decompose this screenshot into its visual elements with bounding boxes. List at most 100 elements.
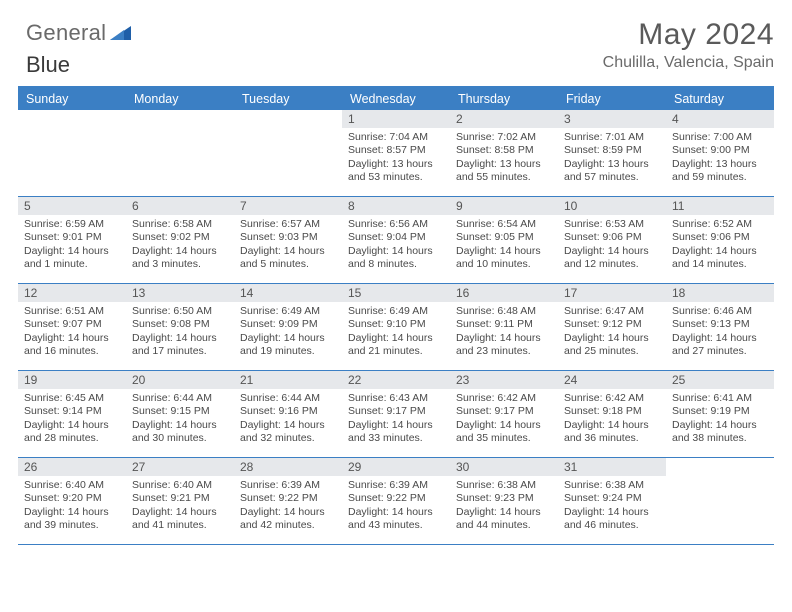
day-cell: 2Sunrise: 7:02 AMSunset: 8:58 PMDaylight… xyxy=(450,110,558,196)
day-details: Sunrise: 6:51 AMSunset: 9:07 PMDaylight:… xyxy=(18,302,126,363)
day-number: 19 xyxy=(18,371,126,389)
day-number: 23 xyxy=(450,371,558,389)
sunrise-text: Sunrise: 6:38 AM xyxy=(456,479,552,492)
sunset-text: Sunset: 9:06 PM xyxy=(564,231,660,244)
daylight-text: Daylight: 14 hours and 14 minutes. xyxy=(672,245,768,272)
day-number: 24 xyxy=(558,371,666,389)
day-number: 21 xyxy=(234,371,342,389)
week-row: 12Sunrise: 6:51 AMSunset: 9:07 PMDayligh… xyxy=(18,284,774,371)
weeks-container: 1Sunrise: 7:04 AMSunset: 8:57 PMDaylight… xyxy=(18,110,774,545)
sunrise-text: Sunrise: 6:59 AM xyxy=(24,218,120,231)
daylight-text: Daylight: 14 hours and 43 minutes. xyxy=(348,506,444,533)
daylight-text: Daylight: 14 hours and 38 minutes. xyxy=(672,419,768,446)
day-cell xyxy=(234,110,342,196)
day-cell: 3Sunrise: 7:01 AMSunset: 8:59 PMDaylight… xyxy=(558,110,666,196)
daylight-text: Daylight: 14 hours and 3 minutes. xyxy=(132,245,228,272)
day-number: 27 xyxy=(126,458,234,476)
week-row: 19Sunrise: 6:45 AMSunset: 9:14 PMDayligh… xyxy=(18,371,774,458)
day-number: 28 xyxy=(234,458,342,476)
sunset-text: Sunset: 9:10 PM xyxy=(348,318,444,331)
sunset-text: Sunset: 9:17 PM xyxy=(456,405,552,418)
day-details: Sunrise: 6:39 AMSunset: 9:22 PMDaylight:… xyxy=(234,476,342,537)
daylight-text: Daylight: 14 hours and 35 minutes. xyxy=(456,419,552,446)
sunset-text: Sunset: 9:21 PM xyxy=(132,492,228,505)
sunset-text: Sunset: 9:04 PM xyxy=(348,231,444,244)
day-cell: 4Sunrise: 7:00 AMSunset: 9:00 PMDaylight… xyxy=(666,110,774,196)
day-cell: 30Sunrise: 6:38 AMSunset: 9:23 PMDayligh… xyxy=(450,458,558,544)
day-number: 8 xyxy=(342,197,450,215)
daylight-text: Daylight: 14 hours and 19 minutes. xyxy=(240,332,336,359)
day-cell xyxy=(666,458,774,544)
daylight-text: Daylight: 14 hours and 28 minutes. xyxy=(24,419,120,446)
daylight-text: Daylight: 14 hours and 25 minutes. xyxy=(564,332,660,359)
daylight-text: Daylight: 14 hours and 17 minutes. xyxy=(132,332,228,359)
day-details: Sunrise: 6:40 AMSunset: 9:20 PMDaylight:… xyxy=(18,476,126,537)
day-number: 1 xyxy=(342,110,450,128)
sunrise-text: Sunrise: 6:53 AM xyxy=(564,218,660,231)
sunrise-text: Sunrise: 6:41 AM xyxy=(672,392,768,405)
day-number: 5 xyxy=(18,197,126,215)
sunset-text: Sunset: 9:22 PM xyxy=(240,492,336,505)
day-number: 15 xyxy=(342,284,450,302)
day-details: Sunrise: 6:59 AMSunset: 9:01 PMDaylight:… xyxy=(18,215,126,276)
daylight-text: Daylight: 14 hours and 36 minutes. xyxy=(564,419,660,446)
brand-word-2: Blue xyxy=(26,52,70,77)
day-number: 3 xyxy=(558,110,666,128)
daylight-text: Daylight: 13 hours and 55 minutes. xyxy=(456,158,552,185)
day-cell: 18Sunrise: 6:46 AMSunset: 9:13 PMDayligh… xyxy=(666,284,774,370)
daylight-text: Daylight: 14 hours and 39 minutes. xyxy=(24,506,120,533)
day-cell xyxy=(18,110,126,196)
weekday-header-row: Sunday Monday Tuesday Wednesday Thursday… xyxy=(18,88,774,110)
day-cell: 1Sunrise: 7:04 AMSunset: 8:57 PMDaylight… xyxy=(342,110,450,196)
day-number: 30 xyxy=(450,458,558,476)
day-details: Sunrise: 6:49 AMSunset: 9:09 PMDaylight:… xyxy=(234,302,342,363)
week-row: 5Sunrise: 6:59 AMSunset: 9:01 PMDaylight… xyxy=(18,197,774,284)
day-number: 2 xyxy=(450,110,558,128)
day-number: 22 xyxy=(342,371,450,389)
weekday-header: Thursday xyxy=(450,88,558,110)
day-details: Sunrise: 7:02 AMSunset: 8:58 PMDaylight:… xyxy=(450,128,558,189)
day-cell: 12Sunrise: 6:51 AMSunset: 9:07 PMDayligh… xyxy=(18,284,126,370)
day-number: 13 xyxy=(126,284,234,302)
sunrise-text: Sunrise: 6:43 AM xyxy=(348,392,444,405)
sunset-text: Sunset: 9:02 PM xyxy=(132,231,228,244)
day-cell: 27Sunrise: 6:40 AMSunset: 9:21 PMDayligh… xyxy=(126,458,234,544)
daylight-text: Daylight: 14 hours and 30 minutes. xyxy=(132,419,228,446)
sunset-text: Sunset: 9:03 PM xyxy=(240,231,336,244)
day-number: 26 xyxy=(18,458,126,476)
day-cell: 22Sunrise: 6:43 AMSunset: 9:17 PMDayligh… xyxy=(342,371,450,457)
day-cell: 5Sunrise: 6:59 AMSunset: 9:01 PMDaylight… xyxy=(18,197,126,283)
sunset-text: Sunset: 9:14 PM xyxy=(24,405,120,418)
sunrise-text: Sunrise: 6:39 AM xyxy=(348,479,444,492)
daylight-text: Daylight: 14 hours and 23 minutes. xyxy=(456,332,552,359)
day-cell: 16Sunrise: 6:48 AMSunset: 9:11 PMDayligh… xyxy=(450,284,558,370)
sunrise-text: Sunrise: 6:39 AM xyxy=(240,479,336,492)
day-details: Sunrise: 6:54 AMSunset: 9:05 PMDaylight:… xyxy=(450,215,558,276)
day-number: 17 xyxy=(558,284,666,302)
day-number: 31 xyxy=(558,458,666,476)
day-details: Sunrise: 6:47 AMSunset: 9:12 PMDaylight:… xyxy=(558,302,666,363)
weekday-header: Sunday xyxy=(18,88,126,110)
day-cell: 10Sunrise: 6:53 AMSunset: 9:06 PMDayligh… xyxy=(558,197,666,283)
day-details: Sunrise: 6:43 AMSunset: 9:17 PMDaylight:… xyxy=(342,389,450,450)
sunset-text: Sunset: 8:58 PM xyxy=(456,144,552,157)
day-number: 9 xyxy=(450,197,558,215)
sunrise-text: Sunrise: 7:01 AM xyxy=(564,131,660,144)
day-number: 11 xyxy=(666,197,774,215)
day-cell: 31Sunrise: 6:38 AMSunset: 9:24 PMDayligh… xyxy=(558,458,666,544)
day-number: 12 xyxy=(18,284,126,302)
daylight-text: Daylight: 14 hours and 46 minutes. xyxy=(564,506,660,533)
sunset-text: Sunset: 9:05 PM xyxy=(456,231,552,244)
day-number: 29 xyxy=(342,458,450,476)
sunset-text: Sunset: 9:00 PM xyxy=(672,144,768,157)
sunset-text: Sunset: 9:01 PM xyxy=(24,231,120,244)
daylight-text: Daylight: 14 hours and 1 minute. xyxy=(24,245,120,272)
day-details: Sunrise: 6:46 AMSunset: 9:13 PMDaylight:… xyxy=(666,302,774,363)
sunrise-text: Sunrise: 6:45 AM xyxy=(24,392,120,405)
daylight-text: Daylight: 14 hours and 32 minutes. xyxy=(240,419,336,446)
daylight-text: Daylight: 14 hours and 27 minutes. xyxy=(672,332,768,359)
day-number: 7 xyxy=(234,197,342,215)
daylight-text: Daylight: 14 hours and 8 minutes. xyxy=(348,245,444,272)
day-details: Sunrise: 7:01 AMSunset: 8:59 PMDaylight:… xyxy=(558,128,666,189)
sunset-text: Sunset: 9:06 PM xyxy=(672,231,768,244)
